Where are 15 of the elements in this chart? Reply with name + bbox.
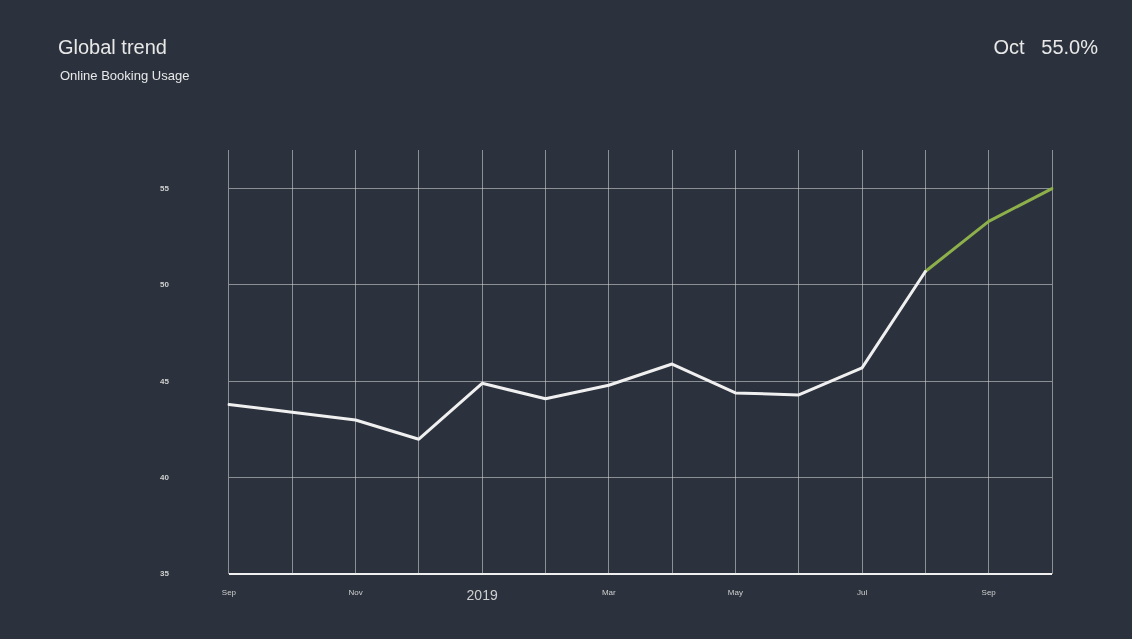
y-tick-label: 50 bbox=[159, 280, 170, 290]
x-tick-label: Sep bbox=[221, 588, 237, 598]
x-tick-label: Nov bbox=[348, 588, 363, 598]
x-tick-label: May bbox=[727, 588, 743, 598]
x-tick-label: Mar bbox=[601, 588, 617, 598]
y-tick-label: 45 bbox=[159, 376, 170, 386]
x-tick-label: Sep bbox=[981, 588, 997, 598]
y-tick-label: 35 bbox=[159, 569, 170, 579]
y-tick-label: 40 bbox=[159, 472, 170, 482]
x-tick-label: 2019 bbox=[466, 587, 498, 604]
text: Online Booking Usage bbox=[60, 68, 190, 83]
x-tick-label: Jul bbox=[856, 588, 868, 598]
y-tick-label: 55 bbox=[159, 183, 170, 193]
chart-title: Global trend bbox=[58, 36, 167, 59]
text: Oct 55.0% bbox=[993, 36, 1098, 59]
